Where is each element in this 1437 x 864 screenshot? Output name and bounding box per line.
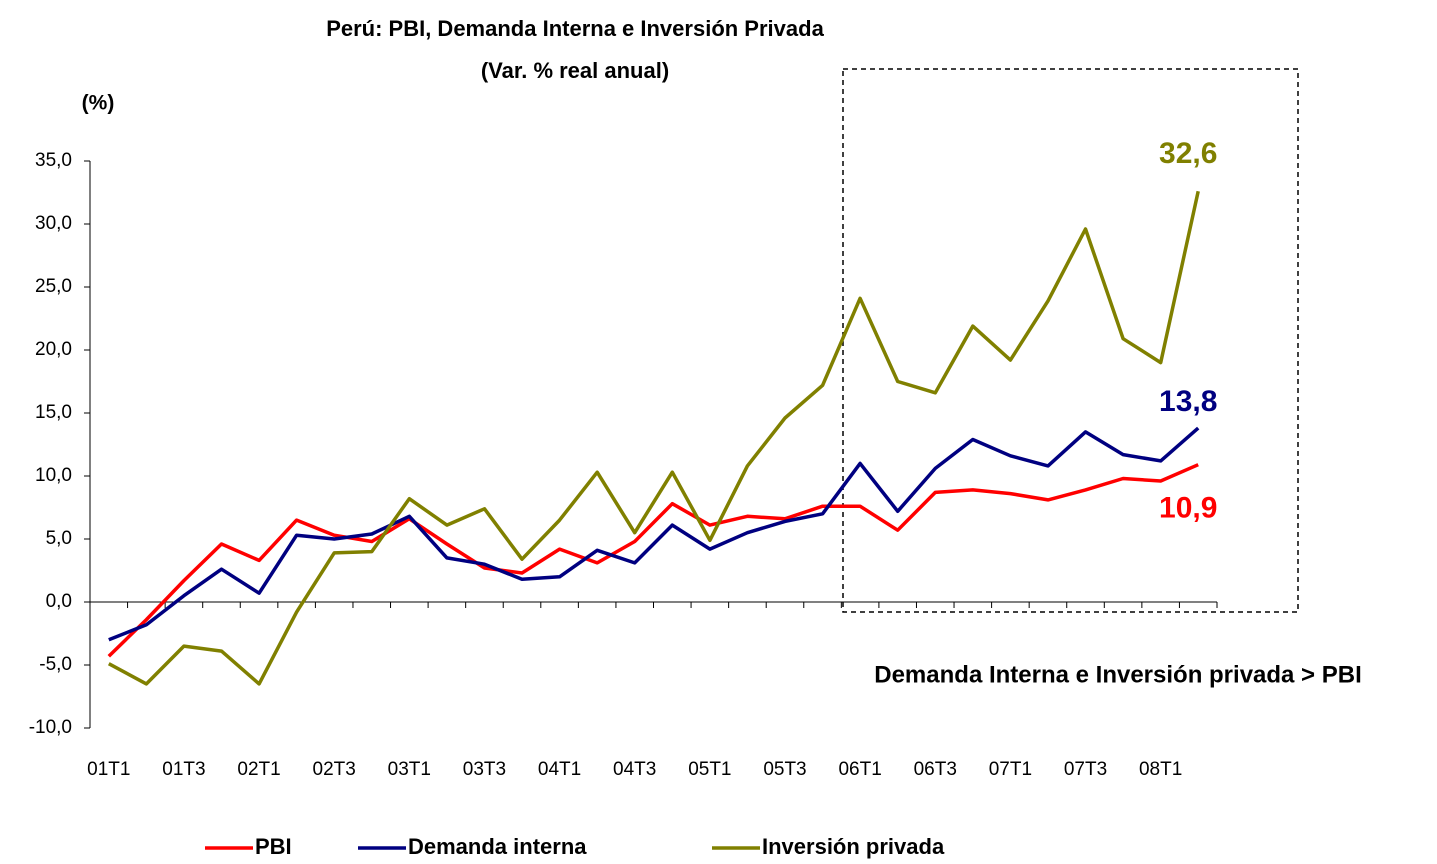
legend-label: PBI [255, 834, 292, 859]
x-tick-label: 07T1 [989, 759, 1032, 780]
legend-label: Demanda interna [408, 834, 587, 859]
data-label: 32,6 [1159, 137, 1217, 170]
x-tick-label: 02T3 [313, 759, 356, 780]
y-axis-label: (%) [82, 92, 115, 115]
x-tick-label: 06T1 [838, 759, 881, 780]
series-line [107, 463, 1199, 658]
chart-title: Perú: PBI, Demanda Interna e Inversión P… [326, 16, 824, 41]
x-tick-label: 05T3 [763, 759, 806, 780]
highlight-box [842, 68, 1299, 613]
y-tick-label: 15,0 [35, 402, 72, 423]
y-tick-label: -5,0 [39, 654, 72, 675]
y-tick-label: 25,0 [35, 276, 72, 297]
series-line [107, 190, 1200, 686]
y-tick-label: 35,0 [35, 150, 72, 171]
data-label: 10,9 [1159, 492, 1217, 525]
x-tick-label: 06T3 [914, 759, 957, 780]
y-tick-label: 5,0 [46, 528, 72, 549]
x-tick-label: 08T1 [1139, 759, 1182, 780]
y-tick-label: 30,0 [35, 213, 72, 234]
x-tick-label: 03T3 [463, 759, 506, 780]
x-tick-label: 01T1 [87, 759, 130, 780]
legend-label: Inversión privada [762, 834, 945, 859]
x-tick-label: 02T1 [237, 759, 280, 780]
x-tick-label: 03T1 [388, 759, 431, 780]
x-tick-label: 05T1 [688, 759, 731, 780]
y-tick-label: -10,0 [29, 717, 72, 738]
chart-subtitle: (Var. % real anual) [481, 58, 669, 83]
y-tick-label: 20,0 [35, 339, 72, 360]
x-tick-label: 07T3 [1064, 759, 1107, 780]
y-tick-label: 0,0 [46, 591, 72, 612]
x-tick-label: 04T1 [538, 759, 581, 780]
data-label: 13,8 [1159, 385, 1217, 418]
annotation: Demanda Interna e Inversión privada > PB… [874, 661, 1362, 688]
x-tick-label: 04T3 [613, 759, 656, 780]
x-tick-label: 01T3 [162, 759, 205, 780]
series-line [108, 426, 1200, 642]
y-tick-label: 10,0 [35, 465, 72, 486]
